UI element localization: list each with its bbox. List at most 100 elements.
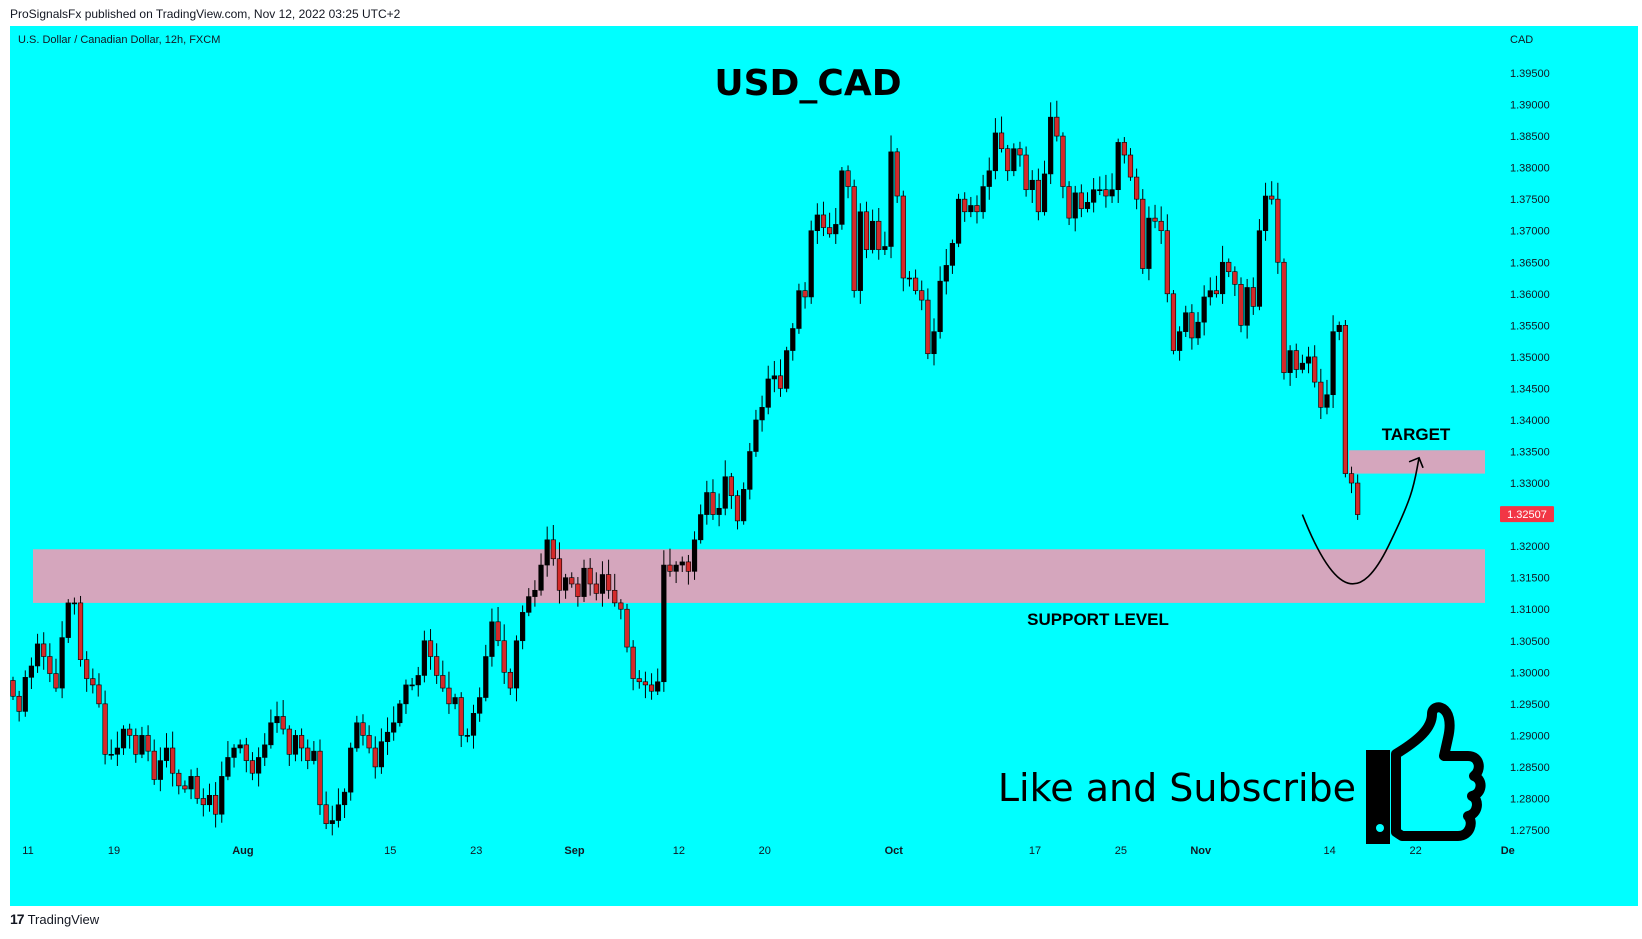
candle	[1158, 220, 1164, 232]
publish-info: ProSignalsFx published on TradingView.co…	[10, 7, 401, 21]
candle	[194, 776, 200, 799]
candle	[790, 328, 796, 351]
candle	[912, 277, 919, 291]
candle	[937, 280, 943, 332]
candle	[47, 656, 53, 674]
candle	[685, 561, 691, 572]
candle	[96, 684, 102, 705]
price-tick-label: 1.27500	[1510, 825, 1550, 837]
candle	[292, 735, 299, 755]
candle	[1250, 287, 1256, 307]
candle	[341, 791, 348, 806]
candle	[311, 750, 317, 761]
tradingview-footer[interactable]: 17 TradingView	[10, 911, 99, 927]
candle	[403, 684, 409, 705]
price-tick-label: 1.32000	[1510, 541, 1550, 553]
candle	[1213, 290, 1220, 295]
candle	[722, 476, 728, 509]
time-tick-label: 11	[22, 845, 33, 857]
time-tick-label: 22	[1410, 845, 1422, 857]
candle	[41, 643, 47, 657]
candle	[532, 589, 538, 597]
candle	[34, 643, 41, 667]
candle	[839, 170, 845, 225]
candle	[1121, 142, 1127, 156]
candle	[397, 703, 403, 724]
candle	[876, 220, 882, 250]
candle	[1005, 148, 1011, 172]
candle	[1269, 195, 1275, 200]
candle	[1011, 148, 1017, 172]
candle	[667, 564, 673, 572]
candle	[513, 640, 520, 689]
price-tick-label: 1.38000	[1510, 163, 1550, 175]
candle	[470, 712, 477, 736]
time-tick-label: 17	[1029, 845, 1041, 857]
candle	[857, 211, 863, 291]
candle	[489, 621, 495, 657]
candle	[1140, 198, 1146, 269]
candle	[170, 747, 176, 774]
candle	[704, 492, 710, 515]
candle	[268, 722, 274, 746]
candle	[734, 495, 741, 522]
candle	[1041, 173, 1048, 213]
candle	[495, 621, 501, 642]
candle	[1029, 179, 1035, 191]
time-tick-label: Sep	[564, 845, 584, 857]
candle	[464, 735, 470, 737]
candle	[1318, 381, 1324, 408]
candle	[1219, 261, 1226, 295]
currency-label: CAD	[1510, 34, 1533, 46]
candle	[544, 539, 550, 566]
candle	[1201, 296, 1207, 323]
candle	[262, 744, 268, 758]
candlestick-chart[interactable]: 1.27500 1.28000 1.28500 1.29000 1.29500 1.300…	[10, 26, 1638, 906]
candle	[949, 243, 956, 266]
candle	[796, 290, 802, 329]
candle	[1330, 331, 1336, 396]
candle	[612, 589, 618, 604]
candle	[863, 211, 870, 250]
candle	[777, 375, 784, 389]
candle	[213, 795, 219, 815]
candle	[1195, 321, 1201, 339]
candle	[243, 744, 249, 761]
candle	[1048, 116, 1054, 175]
candle	[1109, 189, 1115, 197]
candle	[741, 489, 747, 522]
candle	[1164, 230, 1170, 295]
candle	[765, 378, 771, 408]
candle	[145, 735, 151, 752]
price-axis[interactable]: 1.27500 1.28000 1.28500 1.29000 1.29500 1.300…	[1510, 68, 1550, 837]
candle	[65, 602, 71, 638]
candle	[427, 640, 434, 657]
price-tick-label: 1.34000	[1510, 415, 1550, 427]
thumbs-up-icon[interactable]	[1366, 702, 1486, 844]
candle	[1226, 261, 1232, 273]
candle	[538, 564, 544, 591]
candle	[691, 539, 698, 572]
time-axis[interactable]: 11 19 Aug 15 23 Sep 12 20 Oct 17 25 Nov 14 22 De	[22, 845, 1514, 857]
price-tick-label: 1.28500	[1510, 762, 1550, 774]
candle	[1312, 356, 1318, 383]
candle	[992, 132, 998, 172]
price-tick-label: 1.37000	[1510, 226, 1550, 238]
time-tick-label: De	[1501, 845, 1515, 857]
candle	[784, 350, 790, 389]
zones-layer	[33, 450, 1485, 603]
candle	[1097, 189, 1103, 192]
candle	[188, 776, 194, 790]
candle	[986, 170, 992, 187]
candle	[569, 577, 575, 585]
candle	[655, 681, 661, 692]
chart-area[interactable]: 1.27500 1.28000 1.28500 1.29000 1.29500 1.300…	[10, 26, 1638, 906]
projection-arrow	[1301, 457, 1420, 585]
arrow-head-icon	[1408, 456, 1424, 469]
candle	[225, 757, 231, 777]
candle	[1017, 148, 1023, 156]
symbol-label: U.S. Dollar / Canadian Dollar, 12h, FXCM	[18, 34, 220, 46]
candle	[16, 695, 22, 712]
candle	[335, 804, 342, 821]
candle	[1072, 192, 1078, 219]
